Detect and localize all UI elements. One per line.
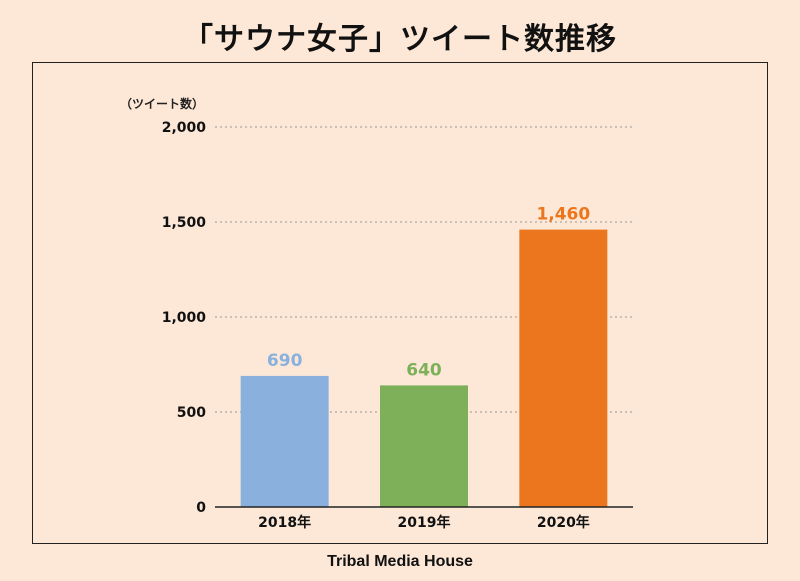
y-tick-label: 2,000 — [162, 120, 207, 136]
y-tick-label: 1,000 — [162, 310, 207, 326]
value-labels: 690 640 1,460 — [267, 205, 590, 381]
bar — [380, 385, 468, 507]
y-axis-label: （ツイート数） — [120, 96, 204, 111]
x-tick-label: 2018年 — [258, 514, 311, 531]
x-tick-label: 2019年 — [398, 514, 451, 531]
value-label: 690 — [267, 351, 303, 371]
y-tick-labels: 0 500 1,000 1,500 2,000 — [162, 120, 207, 516]
y-tick-label: 0 — [196, 500, 206, 516]
y-tick-label: 500 — [177, 405, 206, 421]
bars — [240, 229, 608, 507]
bar — [240, 375, 329, 507]
value-label: 1,460 — [536, 205, 590, 225]
x-tick-label: 2020年 — [537, 514, 590, 531]
x-tick-labels: 2018年 2019年 2020年 — [258, 514, 590, 531]
source-credit: Tribal Media House — [327, 553, 473, 570]
bar — [519, 229, 608, 507]
value-label: 640 — [406, 360, 442, 380]
chart-title: 「サウナ女子」ツイート数推移 — [183, 22, 617, 57]
chart-frame — [32, 62, 768, 544]
y-tick-label: 1,500 — [162, 215, 207, 231]
